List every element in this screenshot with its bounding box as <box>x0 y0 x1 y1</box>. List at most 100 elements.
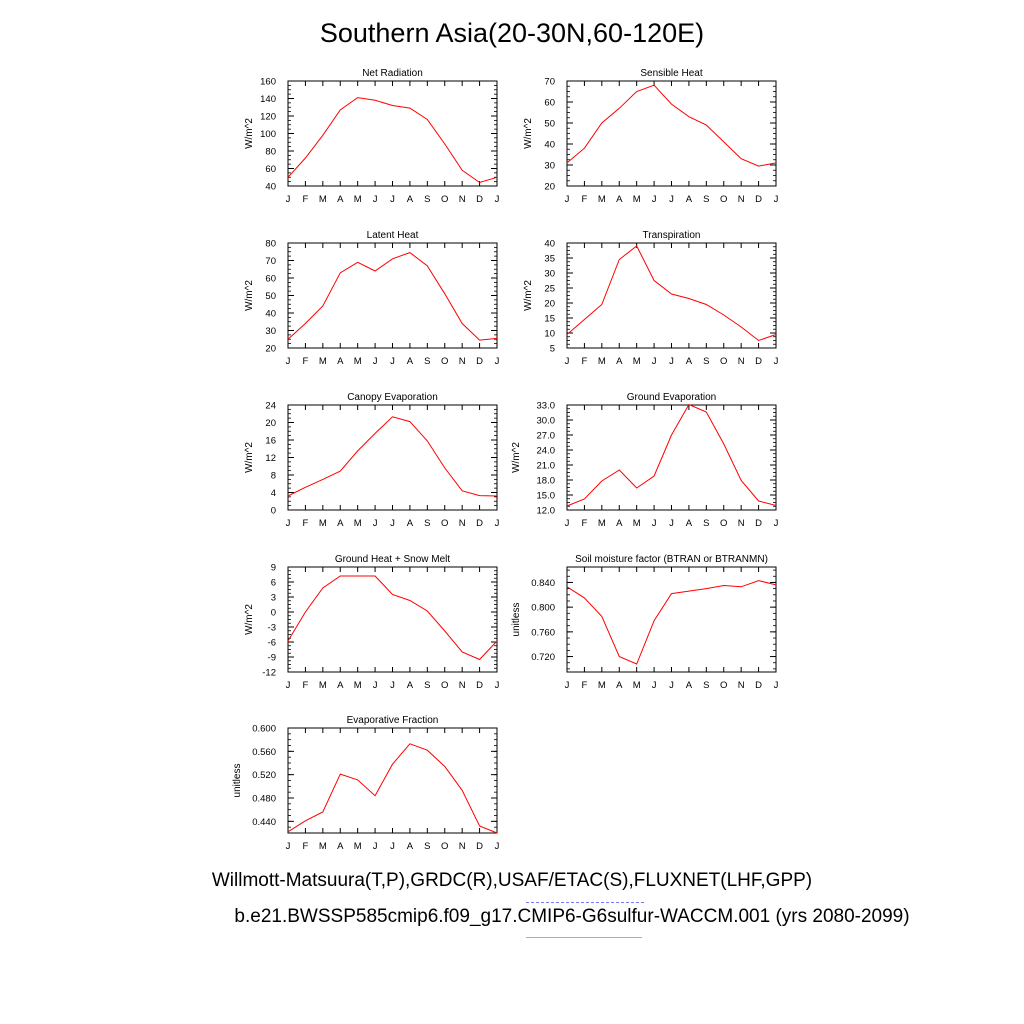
series-line <box>566 580 777 665</box>
x-tick-label: F <box>582 518 588 529</box>
y-tick-label: -6 <box>268 638 276 649</box>
y-tick-label: 0.480 <box>252 794 276 805</box>
x-tick-label: J <box>565 194 570 205</box>
x-tick-label: F <box>582 356 588 367</box>
x-tick-label: J <box>565 356 570 367</box>
x-tick-label: O <box>441 680 448 691</box>
y-tick-label: 18.0 <box>537 476 556 487</box>
x-tick-label: A <box>337 356 344 367</box>
y-tick-label: 0.760 <box>531 627 555 638</box>
y-tick-label: 0.720 <box>531 652 555 663</box>
y-tick-label: 30.0 <box>537 416 556 427</box>
x-tick-label: S <box>703 356 709 367</box>
x-tick-label: J <box>390 518 395 529</box>
x-tick-label: M <box>319 680 327 691</box>
x-tick-label: M <box>319 841 327 852</box>
x-tick-label: A <box>407 518 414 529</box>
x-tick-label: F <box>303 841 309 852</box>
y-tick-label: 15.0 <box>537 491 556 502</box>
x-tick-label: J <box>373 518 378 529</box>
x-tick-label: S <box>703 518 709 529</box>
x-tick-label: J <box>669 194 674 205</box>
y-tick-label: 33.0 <box>537 401 556 412</box>
y-axis-label: unitless <box>232 764 243 798</box>
x-tick-label: A <box>407 680 414 691</box>
x-tick-label: F <box>303 194 309 205</box>
y-tick-label: 5 <box>550 344 555 355</box>
y-tick-label: 80 <box>265 239 276 250</box>
x-tick-label: M <box>319 518 327 529</box>
x-tick-label: J <box>774 680 779 691</box>
x-tick-label: O <box>441 194 448 205</box>
y-tick-label: 70 <box>265 256 276 267</box>
x-tick-label: A <box>407 841 414 852</box>
x-tick-label: J <box>565 518 570 529</box>
panel-frame <box>566 566 777 673</box>
x-tick-label: A <box>337 680 344 691</box>
x-tick-label: J <box>286 841 291 852</box>
x-tick-label: J <box>495 518 500 529</box>
x-tick-label: N <box>738 356 745 367</box>
x-tick-label: N <box>738 194 745 205</box>
x-tick-label: A <box>616 194 623 205</box>
x-tick-label: A <box>686 680 693 691</box>
series-line <box>566 245 777 342</box>
x-tick-label: N <box>738 680 745 691</box>
y-tick-label: 70 <box>544 77 555 88</box>
x-tick-label: A <box>686 194 693 205</box>
x-tick-label: F <box>582 194 588 205</box>
x-tick-label: O <box>720 680 727 691</box>
x-tick-label: M <box>354 680 362 691</box>
series-line <box>566 403 777 507</box>
x-tick-label: J <box>774 194 779 205</box>
y-tick-label: 15 <box>544 314 555 325</box>
y-axis-label: unitless <box>511 603 522 637</box>
x-tick-label: J <box>373 356 378 367</box>
legend-observations: Willmott-Matsuura(T,P),GRDC(R),USAF/ETAC… <box>211 870 813 891</box>
y-tick-label: 16 <box>265 436 276 447</box>
x-tick-label: S <box>424 680 430 691</box>
x-tick-label: J <box>390 680 395 691</box>
x-tick-label: A <box>407 194 414 205</box>
x-tick-label: D <box>476 356 483 367</box>
x-tick-label: M <box>633 680 641 691</box>
x-tick-label: M <box>598 680 606 691</box>
x-tick-label: M <box>354 194 362 205</box>
y-axis-label: W/m^2 <box>244 604 255 635</box>
x-tick-label: A <box>686 518 693 529</box>
x-tick-label: D <box>476 841 483 852</box>
y-tick-label: -12 <box>262 668 276 679</box>
x-tick-label: F <box>303 356 309 367</box>
panel-frame <box>566 242 777 349</box>
x-tick-label: M <box>598 194 606 205</box>
y-tick-label: 80 <box>265 147 276 158</box>
x-tick-label: S <box>703 194 709 205</box>
x-tick-label: J <box>495 356 500 367</box>
x-tick-label: D <box>755 194 762 205</box>
y-tick-label: 27.0 <box>537 431 556 442</box>
y-tick-label: 3 <box>271 593 276 604</box>
panel-title: Sensible Heat <box>640 68 702 79</box>
y-axis-label: W/m^2 <box>244 280 255 311</box>
y-tick-label: 0.560 <box>252 747 276 758</box>
x-tick-label: M <box>319 356 327 367</box>
panel-title: Evaporative Fraction <box>347 715 439 726</box>
x-tick-label: J <box>495 194 500 205</box>
x-tick-label: A <box>616 356 623 367</box>
legend-observations-line <box>526 902 644 903</box>
y-axis-label: W/m^2 <box>523 280 534 311</box>
x-tick-label: M <box>354 518 362 529</box>
x-tick-label: J <box>390 841 395 852</box>
y-axis-label: W/m^2 <box>244 442 255 473</box>
y-tick-label: 0 <box>271 506 276 517</box>
y-tick-label: 0 <box>271 608 276 619</box>
x-tick-label: F <box>303 518 309 529</box>
x-tick-label: M <box>354 841 362 852</box>
y-tick-label: -3 <box>268 623 276 634</box>
x-tick-label: S <box>424 841 430 852</box>
x-tick-label: M <box>598 518 606 529</box>
y-tick-label: 4 <box>271 488 276 499</box>
